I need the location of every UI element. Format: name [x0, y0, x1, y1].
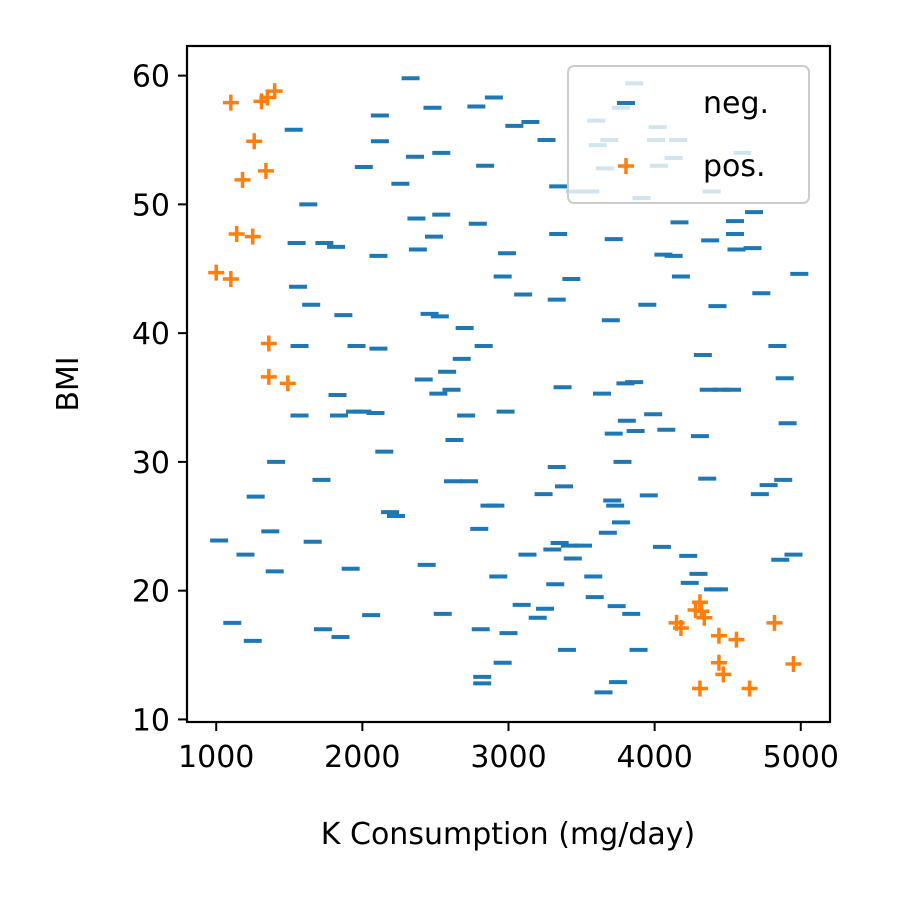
pos-point: [710, 654, 727, 671]
pos-point: [260, 368, 277, 385]
pos-point: [222, 271, 239, 288]
legend-label: pos.: [703, 149, 766, 184]
pos-point: [266, 83, 283, 100]
x-tick-label: 1000: [178, 740, 254, 775]
pos-point: [246, 133, 263, 150]
x-tick-label: 3000: [470, 740, 546, 775]
legend-label: neg.: [703, 86, 769, 121]
pos-point: [260, 335, 277, 352]
y-tick-label: 30: [132, 446, 170, 481]
y-tick-label: 20: [132, 575, 170, 610]
legend: neg. pos.: [567, 65, 810, 204]
pos-point: [785, 656, 802, 673]
y-axis: 10 20 30 40 50 60: [132, 60, 187, 738]
y-tick-label: 10: [132, 703, 170, 738]
pos-point: [728, 631, 745, 648]
pos-point: [257, 162, 274, 179]
x-tick-label: 4000: [616, 740, 692, 775]
pos-point: [208, 264, 225, 281]
pos-point: [234, 171, 251, 188]
x-tick-label: 5000: [763, 740, 839, 775]
pos-point: [279, 375, 296, 392]
pos-point: [741, 680, 758, 697]
y-tick-label: 60: [132, 60, 170, 95]
series-pos: [208, 83, 802, 697]
pos-point: [696, 609, 713, 626]
x-axis-label: K Consumption (mg/day): [321, 817, 695, 852]
pos-point: [222, 94, 239, 111]
legend-box: [567, 65, 810, 204]
pos-point: [715, 666, 732, 683]
y-tick-label: 40: [132, 317, 170, 352]
x-tick-label: 2000: [324, 740, 400, 775]
pos-point: [244, 228, 261, 245]
pos-point: [766, 614, 783, 631]
legend-marker-pos: [618, 158, 634, 174]
plot-area: [208, 76, 809, 697]
x-axis: 1000 2000 3000 4000 5000: [178, 722, 839, 775]
y-tick-label: 50: [132, 188, 170, 223]
pos-point: [710, 627, 727, 644]
pos-point: [672, 620, 689, 637]
y-axis-label: BMI: [51, 356, 86, 411]
pos-point: [228, 225, 245, 242]
pos-point: [691, 680, 708, 697]
